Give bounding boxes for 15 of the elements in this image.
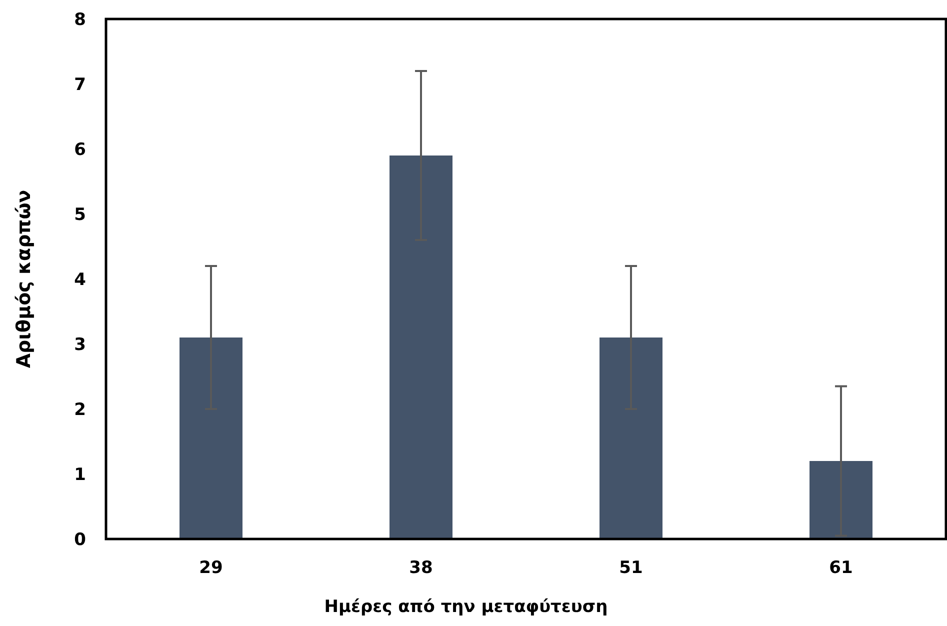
y-tick-label: 8: [74, 10, 86, 30]
y-tick-label: 3: [74, 334, 86, 355]
y-tick-label: 1: [74, 464, 86, 485]
y-axis-title: Αριθμός καρπών: [13, 190, 35, 368]
y-tick-label: 6: [74, 140, 86, 160]
y-tick-label: 7: [74, 74, 86, 95]
y-tick-label: 0: [74, 530, 86, 550]
y-tick-label: 5: [74, 204, 86, 225]
x-tick-label: 61: [829, 558, 853, 578]
x-axis-title: Ημέρες από την μεταφύτευση: [324, 597, 608, 617]
x-tick-label: 51: [619, 558, 643, 578]
x-tick-label: 29: [199, 558, 223, 578]
y-tick-label: 2: [74, 400, 86, 420]
x-tick-label: 38: [409, 558, 433, 578]
y-tick-label: 4: [74, 270, 86, 290]
